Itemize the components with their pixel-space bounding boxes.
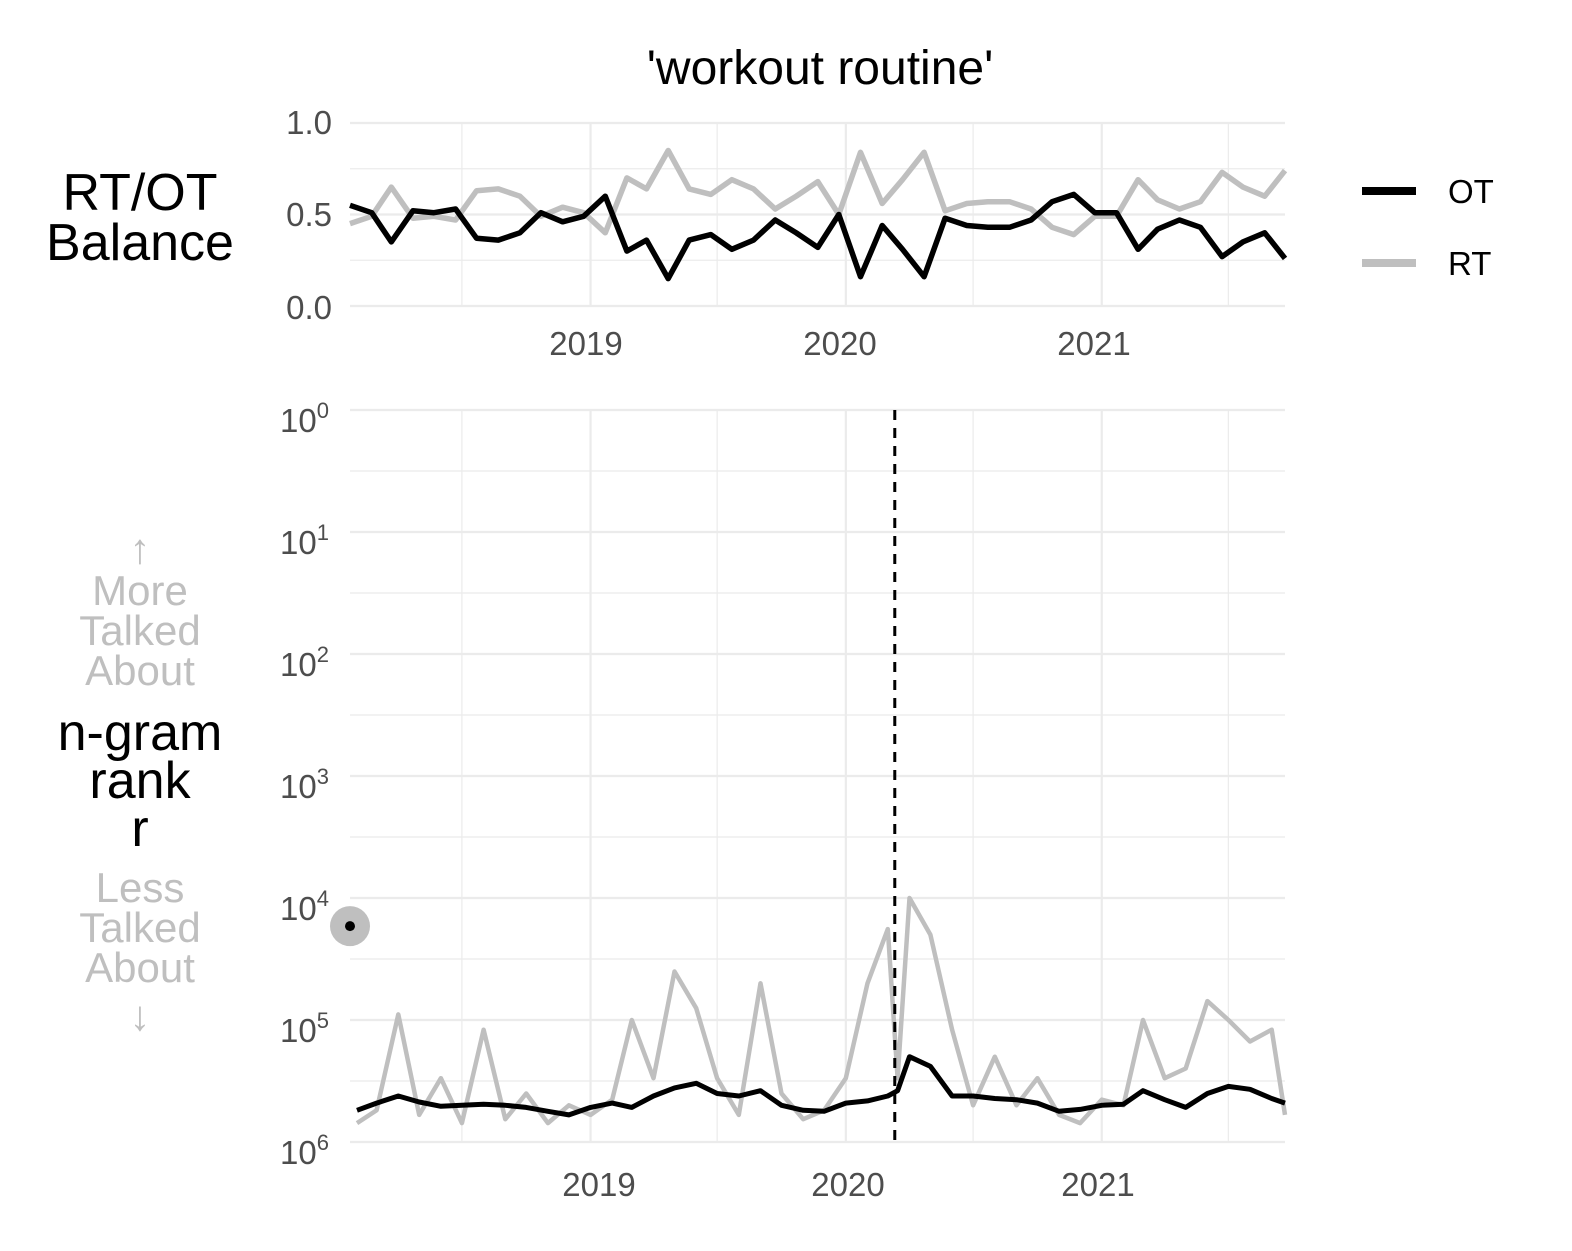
start-marker-inner <box>345 921 355 932</box>
rank-y-tick-6-exp: 6 <box>317 1130 329 1155</box>
rank-ylabel-line-2: rank <box>89 752 191 810</box>
rank-gridlines <box>350 408 1285 1144</box>
balance-ylabel-line-2: Balance <box>46 214 234 272</box>
rank-y-tick-4-exp: 4 <box>317 886 329 911</box>
more-label-line-3: About <box>85 647 195 694</box>
less-label-line-1: Less <box>96 864 185 911</box>
rank-y-ticks: 100 101 102 103 104 105 106 <box>280 398 329 1171</box>
rank-line-ot <box>356 1054 1286 1118</box>
balance-series <box>349 147 1288 282</box>
rank-y-tick-0-exp: 0 <box>317 398 329 423</box>
balance-y-tick-1: 0.5 <box>286 196 332 233</box>
balance-x-ticks: 2019 2020 2021 <box>549 325 1130 362</box>
balance-x-tick-2020: 2020 <box>803 325 876 362</box>
rank-y-tick-5-base: 10 <box>280 1012 317 1049</box>
balance-panel: 0.0 0.5 1.0 2019 2020 2021 RT/OT Balance <box>46 104 1288 362</box>
balance-y-ticks: 0.0 0.5 1.0 <box>286 104 332 326</box>
rank-ylabel-line-1: n-gram <box>58 704 223 762</box>
rank-y-tick-5: 105 <box>280 1008 329 1049</box>
balance-x-tick-2021: 2021 <box>1057 325 1130 362</box>
rank-y-tick-5-exp: 5 <box>317 1008 329 1033</box>
rank-y-tick-1: 101 <box>280 520 329 561</box>
balance-y-tick-2: 1.0 <box>286 104 332 141</box>
legend-label-rt: RT <box>1448 245 1491 282</box>
less-arrow-down: ↓ <box>130 992 151 1039</box>
rank-y-tick-4-base: 10 <box>280 890 317 927</box>
rank-y-tick-3: 103 <box>280 764 329 805</box>
rank-y-tick-3-base: 10 <box>280 768 317 805</box>
rank-y-tick-1-exp: 1 <box>317 520 329 545</box>
rank-x-tick-2020: 2020 <box>811 1166 884 1203</box>
less-label-line-2: Talked <box>79 904 200 951</box>
rank-panel: 100 101 102 103 104 105 106 2019 2020 20… <box>58 398 1288 1203</box>
rank-y-tick-2-exp: 2 <box>317 642 329 667</box>
rank-y-tick-2: 102 <box>280 642 329 683</box>
rank-y-tick-2-base: 10 <box>280 646 317 683</box>
balance-gridlines <box>350 121 1285 308</box>
rank-side-labels: ↑ More Talked About n-gram rank r Less T… <box>58 525 223 1039</box>
rank-series <box>330 410 1288 1142</box>
balance-line-ot <box>349 191 1288 282</box>
balance-x-tick-2019: 2019 <box>549 325 622 362</box>
more-arrow-up: ↑ <box>130 525 151 572</box>
balance-ylabel-line-1: RT/OT <box>62 164 217 222</box>
legend-label-ot: OT <box>1448 173 1494 210</box>
rank-y-tick-6: 106 <box>280 1130 329 1171</box>
rank-y-tick-0-base: 10 <box>280 402 317 439</box>
chart-title: 'workout routine' <box>647 42 994 95</box>
rank-y-tick-4: 104 <box>280 886 329 927</box>
rank-y-tick-3-exp: 3 <box>317 764 329 789</box>
balance-line-rt <box>349 147 1288 238</box>
rank-y-tick-1-base: 10 <box>280 524 317 561</box>
rank-ylabel-line-3: r <box>131 800 148 858</box>
less-label-line-3: About <box>85 944 195 991</box>
more-label-line-1: More <box>92 567 188 614</box>
more-label-line-2: Talked <box>79 607 200 654</box>
rank-y-tick-0: 100 <box>280 398 329 439</box>
balance-y-tick-0: 0.0 <box>286 289 332 326</box>
rank-x-tick-2019: 2019 <box>562 1166 635 1203</box>
legend: OT RT <box>1362 173 1494 282</box>
rank-y-tick-6-base: 10 <box>280 1134 317 1171</box>
rank-x-tick-2021: 2021 <box>1061 1166 1134 1203</box>
rank-x-ticks: 2019 2020 2021 <box>562 1166 1134 1203</box>
